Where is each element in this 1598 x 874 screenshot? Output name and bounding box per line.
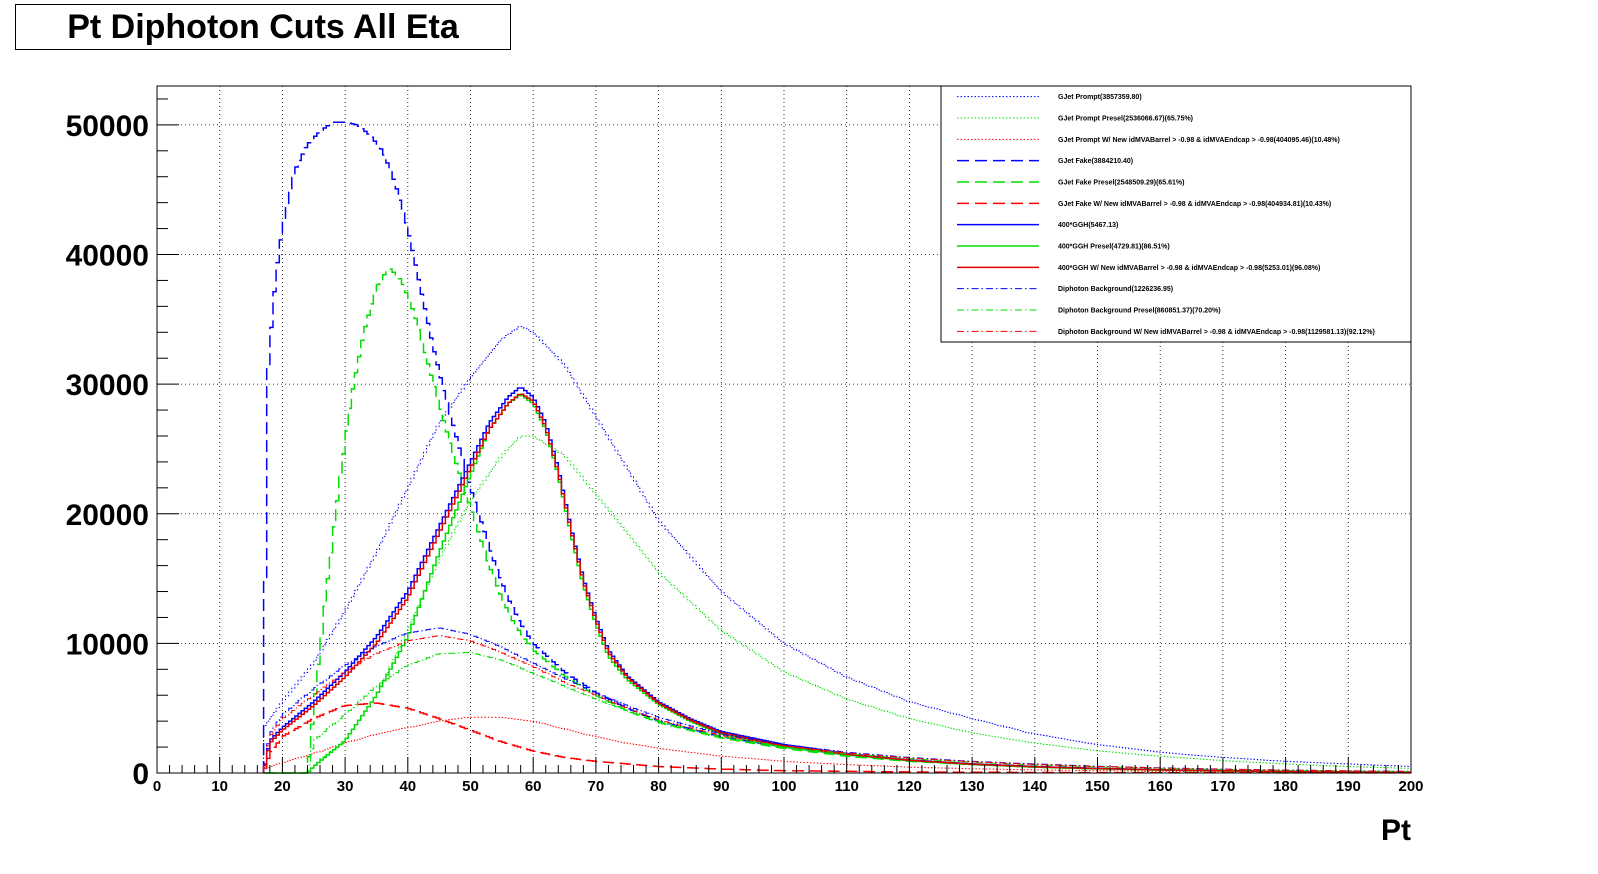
grid [157, 86, 1411, 773]
x-tick-label: 150 [1085, 778, 1110, 795]
x-tick-label: 180 [1273, 778, 1298, 795]
legend-entry: GJet Prompt Presel(2536066.67)(65.75%) [1058, 116, 1193, 123]
x-tick-label: 0 [153, 778, 161, 795]
x-tick-label: 80 [650, 778, 667, 795]
legend-entry: GJet Fake(3884210.40) [1058, 158, 1133, 165]
legend-entry: 400*GGH Presel(4729.81)(86.51%) [1058, 244, 1170, 251]
legend-entry: 400*GGH(5467.13) [1058, 222, 1118, 229]
legend-entry: GJet Fake W/ New idMVABarrel > -0.98 & i… [1058, 201, 1331, 208]
legend-entry: 400*GGH W/ New idMVABarrel > -0.98 & idM… [1058, 265, 1320, 272]
x-tick-label: 140 [1022, 778, 1047, 795]
legend-entry: Diphoton Background(1226236.95) [1058, 286, 1173, 293]
x-tick-label: 120 [897, 778, 922, 795]
series-line-4 [263, 268, 1411, 774]
x-tick-label: 170 [1210, 778, 1235, 795]
x-tick-label: 200 [1398, 778, 1423, 795]
x-tick-label: 50 [462, 778, 479, 795]
x-tick-label: 160 [1148, 778, 1173, 795]
axes: 0 10 20 30 40 50 60 70 80 90 100 110 120 130 140 150 160… [66, 98, 1424, 795]
legend-entry: GJet Fake Presel(2548509.29)(65.61%) [1058, 180, 1184, 187]
y-tick-label: 10000 [66, 628, 149, 661]
legend-entry: GJet Prompt W/ New idMVABarrel > -0.98 &… [1058, 137, 1340, 144]
legend-entry: Diphoton Background Presel(860851.37)(70… [1058, 308, 1221, 315]
chart-title: Pt Diphoton Cuts All Eta [67, 7, 459, 46]
x-tick-label: 100 [771, 778, 796, 795]
x-axis-label: Pt [1381, 814, 1411, 847]
x-tick-label: 190 [1336, 778, 1361, 795]
series-line-10 [263, 652, 1411, 774]
series-line-2 [263, 716, 1411, 773]
series-line-6 [262, 387, 1411, 774]
x-tick-label: 70 [588, 778, 605, 795]
series-line-8 [262, 393, 1411, 774]
y-tick-label: 0 [132, 758, 149, 791]
x-tick-label: 20 [274, 778, 291, 795]
y-tick-label: 30000 [66, 369, 149, 402]
chart-title-box: Pt Diphoton Cuts All Eta [15, 4, 511, 50]
x-tick-label: 90 [713, 778, 730, 795]
x-tick-label: 60 [525, 778, 542, 795]
x-tick-label: 30 [337, 778, 354, 795]
legend-entry: GJet Prompt(3857359.80) [1058, 94, 1142, 101]
series-line-5 [262, 702, 1411, 774]
y-tick-label: 20000 [66, 499, 149, 532]
x-tick-label: 10 [211, 778, 228, 795]
x-tick-label: 110 [835, 778, 859, 795]
y-tick-label: 50000 [66, 110, 149, 143]
legend: GJet Prompt(3857359.80) GJet Prompt Prese… [940, 85, 1412, 343]
x-tick-label: 130 [960, 778, 985, 795]
x-tick-label: 40 [399, 778, 416, 795]
series-line-1 [263, 435, 1411, 774]
legend-box [940, 85, 1412, 343]
series-line-9 [263, 627, 1411, 773]
y-tick-label: 40000 [66, 240, 149, 273]
series-line-11 [263, 635, 1411, 773]
legend-entry: Diphoton Background W/ New idMVABarrel >… [1058, 329, 1375, 336]
